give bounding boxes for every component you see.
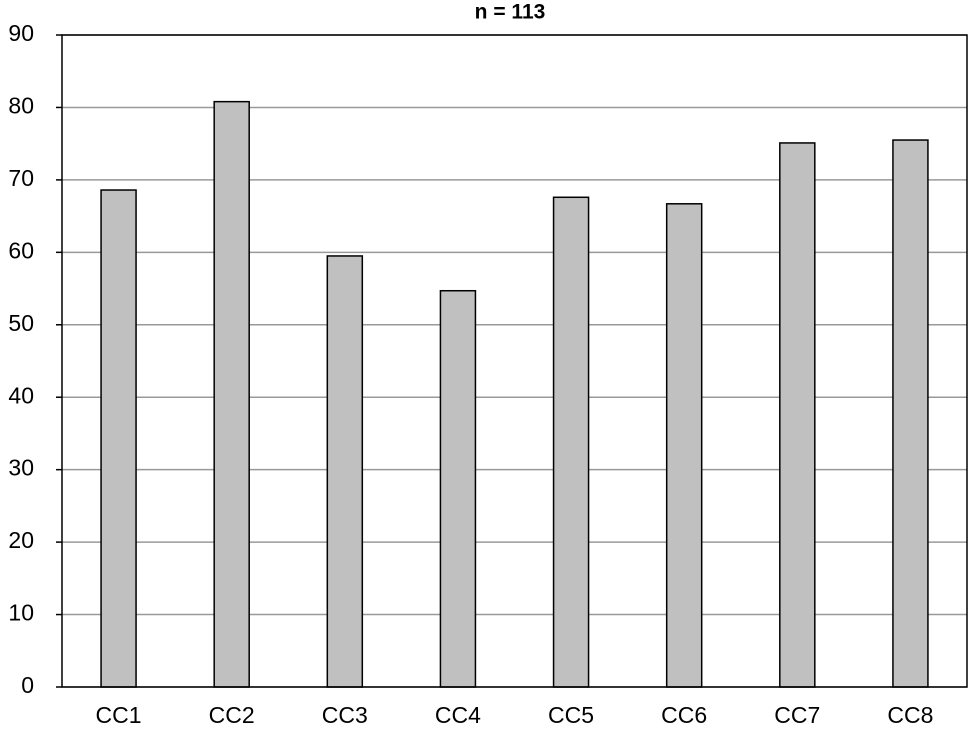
x-tick-label: CC6 xyxy=(661,702,707,728)
bar xyxy=(665,203,703,688)
x-tick-label: CC8 xyxy=(887,702,933,728)
y-tick-label: 60 xyxy=(8,237,34,263)
y-tick-label: 20 xyxy=(8,527,34,553)
bar xyxy=(213,100,250,688)
y-tick-label: 90 xyxy=(8,20,34,46)
x-tick-label: CC5 xyxy=(548,702,594,728)
x-tick-label: CC1 xyxy=(96,702,142,728)
y-tick-label: 0 xyxy=(21,672,34,698)
y-tick-label: 40 xyxy=(8,382,34,408)
bar xyxy=(326,255,364,688)
x-tick-label: CC7 xyxy=(774,702,820,728)
y-tick-label: 30 xyxy=(8,455,34,481)
bar xyxy=(552,196,590,688)
y-tick-label: 70 xyxy=(8,165,34,191)
plot-border xyxy=(61,34,968,688)
bar xyxy=(439,289,477,688)
bar xyxy=(100,189,137,688)
x-tick-label: CC2 xyxy=(209,702,255,728)
chart-title: n = 113 xyxy=(475,1,546,24)
x-tick-label: CC4 xyxy=(435,702,481,728)
bar xyxy=(892,139,929,688)
y-tick-label: 80 xyxy=(8,93,34,119)
y-tick-label: 50 xyxy=(8,310,34,336)
x-tick-label: CC3 xyxy=(322,702,368,728)
y-tick-label: 10 xyxy=(8,600,34,626)
bar xyxy=(779,142,816,688)
